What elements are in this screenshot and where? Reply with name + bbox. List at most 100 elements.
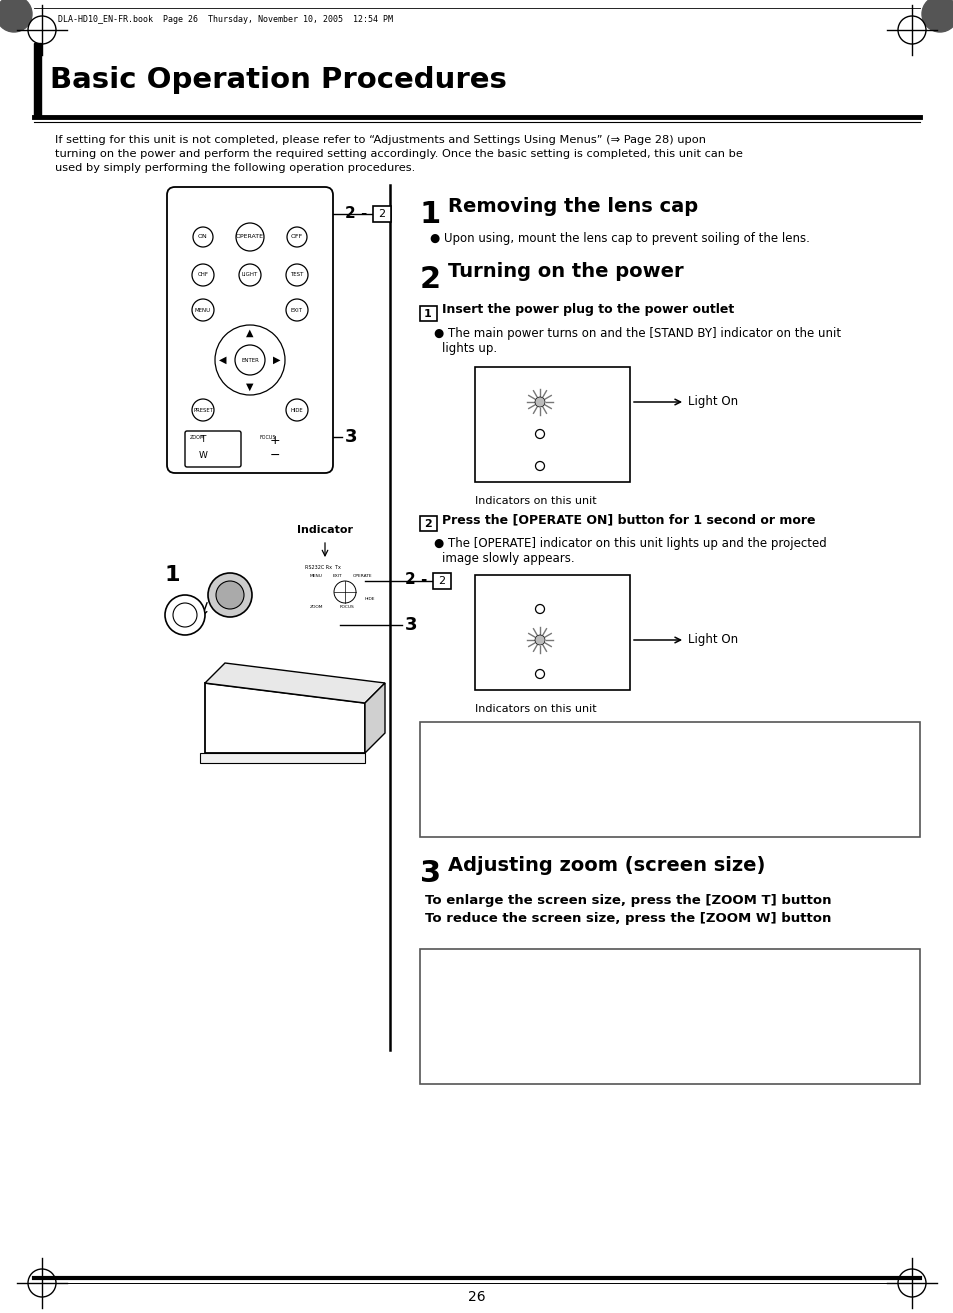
Text: RS232C Rx  Tx: RS232C Rx Tx xyxy=(305,565,340,570)
Text: EXIT: EXIT xyxy=(333,574,342,578)
Text: W: W xyxy=(198,450,207,460)
Text: displayed upon pressing the [ZOOM T/W] or [FOCUS +/−] button,: displayed upon pressing the [ZOOM T/W] o… xyxy=(437,1024,823,1037)
Polygon shape xyxy=(205,683,365,752)
Text: ● The main power turns on and the [STAND BY] indicator on the unit: ● The main power turns on and the [STAND… xyxy=(434,327,841,340)
FancyBboxPatch shape xyxy=(419,516,436,530)
Text: ZOOM: ZOOM xyxy=(190,435,205,440)
Text: −: − xyxy=(270,449,280,461)
Text: brighter. It will take more than 1 minute for the brightness to: brighter. It will take more than 1 minut… xyxy=(437,794,800,807)
Text: 2: 2 xyxy=(378,209,385,219)
Text: To enlarge the screen size, press the [ZOOM T] button: To enlarge the screen size, press the [Z… xyxy=(424,894,831,907)
Text: 1: 1 xyxy=(424,309,432,319)
Circle shape xyxy=(0,0,32,32)
Text: ● Upon using, mount the lens cap to prevent soiling of the lens.: ● Upon using, mount the lens cap to prev… xyxy=(430,232,809,246)
Text: ▼: ▼ xyxy=(246,382,253,393)
Circle shape xyxy=(535,397,544,407)
FancyBboxPatch shape xyxy=(185,431,241,467)
Text: Adjusting zoom (screen size): Adjusting zoom (screen size) xyxy=(448,856,764,874)
Text: To reduce the screen size, press the [ZOOM W] button: To reduce the screen size, press the [ZO… xyxy=(424,913,830,924)
Text: Indicators on this unit: Indicators on this unit xyxy=(475,496,596,506)
Text: to “Unlock” (default setting: “Unlock”).: to “Unlock” (default setting: “Unlock”). xyxy=(437,990,668,1003)
Text: Light On: Light On xyxy=(687,633,738,646)
Bar xyxy=(34,43,41,116)
Text: ● The [OPERATE] indicator on this unit lights up and the projected: ● The [OPERATE] indicator on this unit l… xyxy=(434,537,826,550)
Text: Turning on the power: Turning on the power xyxy=(448,263,683,281)
Text: Indicator: Indicator xyxy=(296,525,353,534)
Bar xyxy=(475,368,629,482)
Text: stabilize.: stabilize. xyxy=(437,810,491,823)
Bar xyxy=(419,722,919,836)
Text: not a malfunction.: not a malfunction. xyxy=(437,763,546,776)
Text: NOTES:: NOTES: xyxy=(428,733,479,744)
Text: MENU: MENU xyxy=(194,307,211,312)
Text: Press the [OPERATE ON] button for 1 second or more: Press the [OPERATE ON] button for 1 seco… xyxy=(441,513,815,527)
Text: lights up.: lights up. xyxy=(441,341,497,355)
Text: 1: 1 xyxy=(419,200,441,228)
Text: ENTER: ENTER xyxy=(241,357,258,362)
FancyBboxPatch shape xyxy=(167,186,333,473)
Circle shape xyxy=(535,635,544,645)
Text: Basic Operation Procedures: Basic Operation Procedures xyxy=(50,66,506,95)
Text: ● Upon projection, the image may flicker for a few seconds. This is: ● Upon projection, the image may flicker… xyxy=(428,748,824,762)
Text: TEST: TEST xyxy=(290,273,303,277)
FancyBboxPatch shape xyxy=(373,206,391,222)
Circle shape xyxy=(208,572,252,617)
Text: OPERATE: OPERATE xyxy=(235,235,264,239)
Polygon shape xyxy=(205,663,385,702)
FancyBboxPatch shape xyxy=(419,306,436,320)
Text: FOCUS: FOCUS xyxy=(339,605,355,609)
Bar xyxy=(419,949,919,1085)
Text: ▶: ▶ xyxy=(273,355,280,365)
Text: LAMP: LAMP xyxy=(526,449,553,460)
Text: 3: 3 xyxy=(419,859,440,888)
Polygon shape xyxy=(365,683,385,752)
Text: ON: ON xyxy=(198,235,208,239)
Text: ● When the light source is turned on, the lamp will slowly become: ● When the light source is turned on, th… xyxy=(428,780,821,793)
Text: HIDE: HIDE xyxy=(291,407,303,412)
Text: STAND BY: STAND BY xyxy=(516,383,563,394)
Circle shape xyxy=(215,580,244,609)
Text: ZOOM: ZOOM xyxy=(310,605,323,609)
Text: FOCUS: FOCUS xyxy=(260,435,276,440)
Text: LAMP: LAMP xyxy=(526,656,553,667)
Text: indicating that the operation is disabled.: indicating that the operation is disable… xyxy=(437,1039,679,1052)
Text: 3: 3 xyxy=(345,428,357,446)
Text: 2: 2 xyxy=(438,576,445,586)
Text: CHF: CHF xyxy=(197,273,209,277)
Text: ◀: ◀ xyxy=(219,355,227,365)
Text: EXIT: EXIT xyxy=(291,307,303,312)
Text: If setting for this unit is not completed, please refer to “Adjustments and Sett: If setting for this unit is not complete… xyxy=(55,135,742,173)
Text: Indicators on this unit: Indicators on this unit xyxy=(475,704,596,714)
Text: LIGHT: LIGHT xyxy=(242,273,258,277)
Text: Removing the lens cap: Removing the lens cap xyxy=(448,197,698,217)
Text: MENU: MENU xyxy=(310,574,322,578)
Text: OPERATE: OPERATE xyxy=(353,574,373,578)
Text: Insert the power plug to the power outlet: Insert the power plug to the power outle… xyxy=(441,303,734,316)
Circle shape xyxy=(165,595,205,635)
Text: DLA-HD10_EN-FR.book  Page 26  Thursday, November 10, 2005  12:54 PM: DLA-HD10_EN-FR.book Page 26 Thursday, No… xyxy=(58,16,393,25)
Text: T: T xyxy=(200,436,206,445)
Text: image slowly appears.: image slowly appears. xyxy=(441,551,574,565)
Polygon shape xyxy=(200,752,365,763)
Text: ▲: ▲ xyxy=(246,328,253,337)
Text: 3: 3 xyxy=(405,616,417,634)
Text: ● To adjust zoom and focus, set “Zoom/Focus” in the “Options” menu: ● To adjust zoom and focus, set “Zoom/Fo… xyxy=(428,976,840,987)
Text: NOTES:: NOTES: xyxy=(428,958,479,972)
Text: OPERATE: OPERATE xyxy=(517,418,561,427)
Text: 2 -: 2 - xyxy=(345,206,367,221)
Circle shape xyxy=(921,0,953,32)
Text: HIDE: HIDE xyxy=(365,597,375,601)
Text: OPERATE: OPERATE xyxy=(517,622,561,632)
Text: STAND BY: STAND BY xyxy=(516,592,563,601)
Text: +: + xyxy=(270,433,280,446)
Bar xyxy=(475,575,629,691)
FancyBboxPatch shape xyxy=(433,572,451,590)
Text: ● When this is set to “Lock”, a “not available” message will be: ● When this is set to “Lock”, a “not ava… xyxy=(428,1008,800,1022)
Text: 2 -: 2 - xyxy=(405,572,427,587)
Text: 2: 2 xyxy=(419,265,440,294)
Text: 1: 1 xyxy=(165,565,180,586)
Text: 26: 26 xyxy=(468,1289,485,1304)
Text: OFF: OFF xyxy=(291,235,303,239)
Text: 2: 2 xyxy=(424,519,432,529)
Text: PRESET: PRESET xyxy=(193,407,213,412)
